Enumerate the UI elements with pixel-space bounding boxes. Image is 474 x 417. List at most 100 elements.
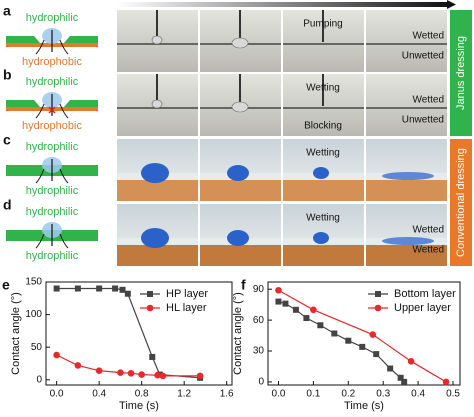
- block-mark: [48, 106, 56, 114]
- state-label: Unwetted: [402, 115, 444, 126]
- side-label: Conventional dressing: [455, 148, 467, 257]
- data-point: [196, 372, 204, 380]
- data-point: [282, 300, 289, 307]
- panel-label: e: [2, 277, 10, 293]
- data-point: [442, 378, 450, 386]
- side-label: Janus dressing: [455, 36, 467, 110]
- fabric: [200, 179, 281, 201]
- data-point: [119, 286, 126, 293]
- state-label: Wetted: [413, 31, 445, 42]
- legend-label: Bottom layer: [394, 288, 456, 300]
- legend-marker: [375, 291, 381, 297]
- fabric: [117, 179, 198, 201]
- data-point: [401, 378, 408, 385]
- fabric: [117, 244, 198, 266]
- droplet: [313, 232, 329, 244]
- droplet: [231, 101, 249, 113]
- data-point: [331, 330, 338, 337]
- y-tick-label: 150: [25, 277, 42, 288]
- fabric: [366, 179, 447, 201]
- bottom-layer-label: hydrophilic: [26, 185, 79, 197]
- data-point: [53, 285, 60, 292]
- panel-label: d: [3, 197, 12, 213]
- flow-arrow: [35, 168, 69, 184]
- y-tick-label: 50: [31, 342, 43, 353]
- legend-marker: [147, 291, 153, 297]
- legend-marker: [146, 304, 154, 312]
- side-bar: [450, 139, 472, 266]
- data-point: [149, 353, 156, 360]
- annotation: Wetting: [306, 148, 340, 159]
- data-point: [53, 351, 60, 359]
- droplet: [231, 37, 249, 49]
- x-tick-label: 0.5: [446, 389, 460, 400]
- time-arrow: [117, 2, 447, 7]
- legend-label: HL layer: [166, 302, 207, 314]
- panel-label: f: [241, 277, 246, 293]
- data-point: [74, 285, 81, 292]
- y-tick-label: 0: [258, 377, 264, 388]
- top-layer-label: hydrophilic: [26, 141, 79, 153]
- x-tick-label: 0.4: [92, 389, 106, 400]
- droplet: [227, 165, 249, 181]
- legend-label: Upper layer: [394, 302, 451, 314]
- state-label: Unwetted: [402, 51, 444, 62]
- y-axis-label: Contact angle (°): [232, 292, 244, 375]
- x-tick-label: 0.0: [50, 389, 64, 400]
- data-point: [159, 372, 167, 380]
- fabric: [283, 244, 364, 266]
- top-layer-label: hydrophilic: [26, 206, 79, 218]
- fabric: [283, 179, 364, 201]
- photo: [366, 74, 447, 136]
- legend-label: HP layer: [166, 288, 208, 300]
- fabric: [200, 244, 281, 266]
- data-point: [310, 306, 317, 314]
- spread-liquid: [382, 172, 434, 180]
- annotation: Blocking: [304, 121, 342, 132]
- y-tick-label: 0: [36, 374, 42, 385]
- data-point: [317, 322, 324, 329]
- data-point: [373, 351, 380, 358]
- data-point: [407, 358, 415, 365]
- x-tick-label: 0.8: [135, 389, 149, 400]
- x-tick-label: 0.1: [306, 389, 320, 400]
- photo: [366, 10, 447, 72]
- annotation: Pumping: [303, 19, 342, 30]
- bottom-layer-label: hydrophilic: [26, 250, 79, 262]
- data-point: [124, 290, 131, 297]
- data-point: [95, 367, 103, 374]
- y-tick-label: 100: [25, 309, 42, 320]
- droplet: [151, 35, 163, 45]
- droplet: [141, 228, 169, 248]
- spread-liquid: [382, 237, 434, 245]
- state-label: Wetted: [413, 245, 445, 256]
- data-point: [117, 369, 124, 376]
- panel-label: b: [3, 67, 12, 83]
- y-tick-label: 90: [253, 284, 265, 295]
- legend-marker: [374, 304, 382, 312]
- bottom-layer-label: hydrophobic: [22, 56, 82, 68]
- data-point: [275, 286, 282, 294]
- flow-arrow: [35, 233, 69, 249]
- data-point: [397, 374, 404, 381]
- data-point: [138, 371, 145, 378]
- droplet: [313, 167, 329, 179]
- y-axis-label: Contact angle (°): [10, 292, 22, 375]
- y-tick-label: 60: [253, 315, 265, 326]
- data-point: [154, 371, 161, 379]
- data-point: [275, 298, 282, 305]
- data-point: [359, 343, 366, 350]
- data-point: [127, 369, 135, 377]
- top-layer-label: hydrophilic: [26, 12, 79, 24]
- x-tick-label: 0.0: [272, 389, 286, 400]
- x-tick-label: 0.3: [376, 389, 390, 400]
- plot-frame: [267, 281, 461, 386]
- side-bar: [450, 10, 472, 136]
- x-axis-label: Time (s): [344, 400, 384, 412]
- state-label: Wetted: [413, 95, 445, 106]
- layer-top: [6, 36, 98, 43]
- fabric: [366, 244, 447, 266]
- x-axis-label: Time (s): [119, 400, 159, 412]
- data-point: [387, 365, 394, 372]
- x-tick-label: 1.6: [220, 389, 234, 400]
